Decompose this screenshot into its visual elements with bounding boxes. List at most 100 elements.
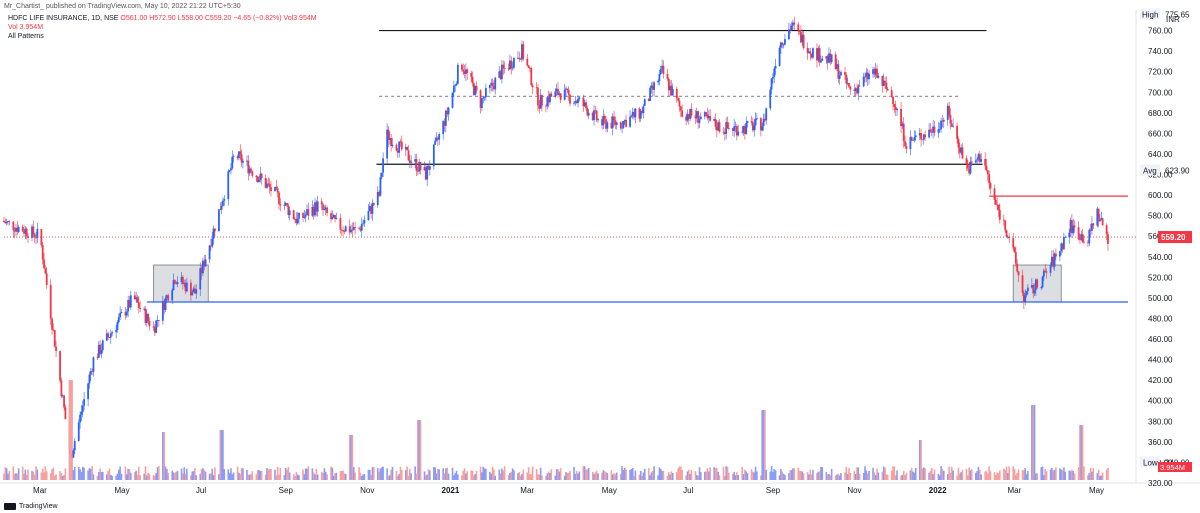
avg-value: 623.90 xyxy=(1165,167,1190,176)
candle-body xyxy=(892,96,894,105)
volume-bar xyxy=(63,474,65,480)
volume-bar xyxy=(950,466,953,480)
y-tick-label: 600.00 xyxy=(1148,191,1173,200)
footer-brand: TradingView xyxy=(4,503,58,510)
volume-bar xyxy=(260,470,263,480)
candle-body xyxy=(77,422,80,441)
volume-bar xyxy=(658,467,661,480)
candle-body xyxy=(143,308,146,310)
candle-body xyxy=(295,219,298,224)
volume-bar xyxy=(296,474,299,480)
candle-body xyxy=(854,88,857,91)
candle-body xyxy=(55,346,57,352)
volume-bar xyxy=(119,466,121,480)
candle-body xyxy=(1091,223,1093,231)
volume-bar xyxy=(418,420,420,480)
candle-body xyxy=(937,129,940,133)
candle-body xyxy=(510,60,513,69)
candle-body xyxy=(471,76,474,84)
candle-body xyxy=(400,141,403,150)
volume-bar xyxy=(371,467,374,480)
candle-body xyxy=(380,172,383,178)
volume-bar xyxy=(474,473,477,480)
volume-bar xyxy=(475,470,478,480)
x-tick-label: May xyxy=(1089,486,1104,495)
volume-bar xyxy=(5,468,8,480)
volume-bar xyxy=(471,470,474,480)
volume-bar xyxy=(387,475,390,480)
y-tick-label: 740.00 xyxy=(1148,47,1173,56)
volume-bar xyxy=(175,471,178,480)
volume-bar xyxy=(330,466,332,480)
candle-body xyxy=(176,282,179,284)
candle-body xyxy=(1012,238,1015,248)
volume-bar xyxy=(713,467,715,480)
candle-body xyxy=(699,116,702,120)
candle-body xyxy=(830,54,833,63)
volume-bar xyxy=(825,472,828,480)
volume-bar xyxy=(741,467,744,480)
volume-bar xyxy=(557,469,559,480)
volume-bar xyxy=(1077,467,1080,480)
volume-bar xyxy=(845,466,848,480)
volume-bar xyxy=(509,472,511,480)
candle-body xyxy=(545,105,547,107)
volume-bar xyxy=(287,466,290,480)
volume-bar xyxy=(97,472,100,480)
candle-body xyxy=(137,302,140,308)
candle-body xyxy=(789,29,792,31)
candle-body xyxy=(1052,256,1055,267)
candle-body xyxy=(537,87,539,106)
volume-bar xyxy=(574,473,577,480)
candle-body xyxy=(940,120,943,130)
volume-bar xyxy=(105,474,108,480)
volume-bar xyxy=(705,471,707,480)
volume-bar xyxy=(409,469,411,480)
candle-body xyxy=(218,209,220,232)
candle-body xyxy=(270,187,272,192)
candle-body xyxy=(798,30,801,32)
candle-body xyxy=(195,289,198,294)
volume-bar xyxy=(892,466,894,480)
volume-bar xyxy=(358,467,360,480)
volume-bar xyxy=(698,467,701,480)
candle-body xyxy=(1100,218,1103,220)
volume-bar xyxy=(382,466,384,480)
candle-body xyxy=(806,47,809,54)
candle-body xyxy=(715,126,718,131)
volume-bar xyxy=(212,475,215,480)
candle-body xyxy=(204,259,207,267)
candle-body xyxy=(255,175,258,177)
patterns-line[interactable]: All Patterns xyxy=(8,33,44,40)
volume-bar xyxy=(773,469,776,480)
candle-body xyxy=(43,259,45,269)
last-price-badge xyxy=(1158,231,1192,244)
candle-body xyxy=(25,228,28,237)
candle-body xyxy=(727,128,730,129)
candle-body xyxy=(1022,292,1025,303)
candle-body xyxy=(219,209,222,211)
candle-body xyxy=(228,170,231,172)
volume-bar xyxy=(1059,468,1061,480)
volume-bar xyxy=(434,467,436,480)
candle-body xyxy=(502,64,505,69)
last-volume-value: 3.954M xyxy=(1160,463,1185,472)
symbol-line[interactable]: HDFC LIFE INSURANCE, 1D, NSE xyxy=(8,15,119,22)
consolidation-box[interactable] xyxy=(153,264,209,303)
volume-bar xyxy=(558,471,561,480)
volume-bar xyxy=(696,475,698,480)
volume-bar xyxy=(922,467,925,480)
candle-body xyxy=(569,94,571,104)
candle-body xyxy=(881,75,884,86)
volume-bar xyxy=(837,473,840,480)
volume-line[interactable]: Vol 3.954M xyxy=(8,24,44,31)
volume-bar xyxy=(914,468,917,480)
candle-body xyxy=(446,110,449,115)
volume-bar xyxy=(240,467,243,480)
volume-bar xyxy=(1060,469,1063,480)
candle-body xyxy=(156,320,159,321)
candle-body xyxy=(72,450,75,458)
candle-body xyxy=(88,374,91,384)
volume-bar xyxy=(183,467,186,480)
